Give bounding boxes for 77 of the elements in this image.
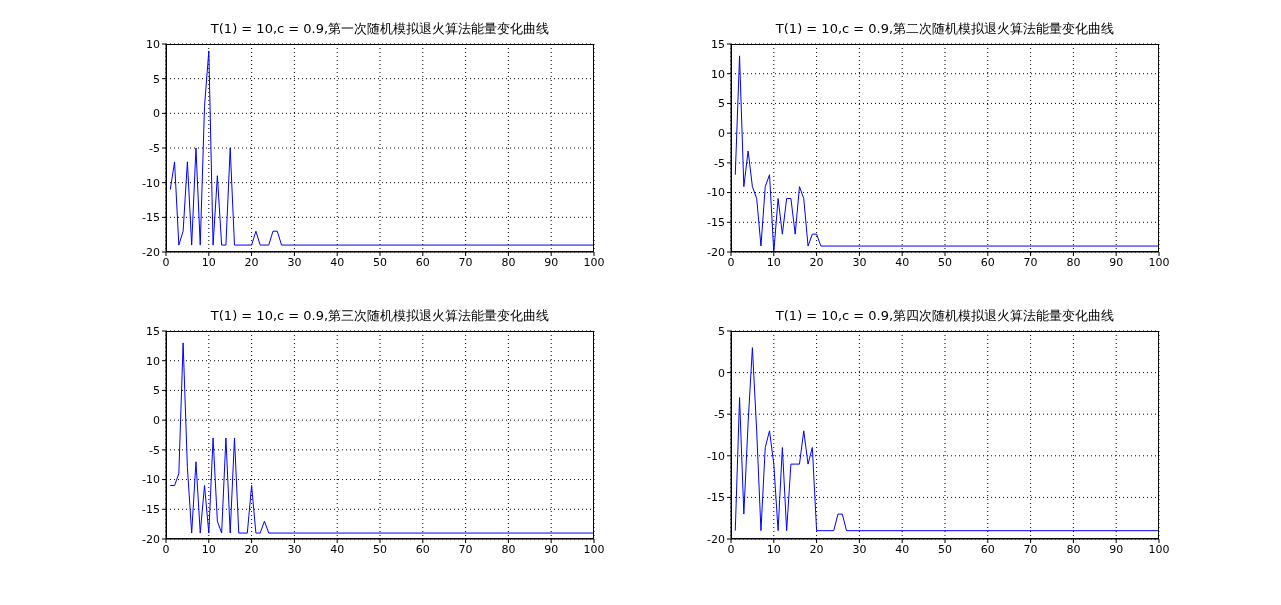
y-tick-label: 10 (711, 67, 725, 81)
y-tick-label: -20 (142, 532, 160, 546)
x-tick-label: 70 (1023, 542, 1038, 556)
x-tick-label: 90 (1109, 542, 1124, 556)
x-tick-label: 100 (1148, 542, 1170, 556)
x-tick-label: 0 (162, 255, 170, 269)
y-tick-label: -15 (142, 503, 160, 517)
y-tick-label: 5 (153, 72, 160, 86)
x-tick-label: 90 (544, 255, 559, 269)
x-tick-label: 100 (1148, 255, 1170, 269)
y-tick-label: 5 (153, 384, 160, 398)
y-tick-label: 0 (153, 107, 160, 121)
y-tick-label: -5 (149, 141, 160, 155)
y-tick-label: -10 (142, 473, 160, 487)
x-tick-label: 70 (458, 542, 473, 556)
y-tick-label: -20 (142, 245, 160, 259)
y-tick-label: -10 (707, 449, 725, 463)
y-tick-label: -15 (707, 491, 725, 505)
x-tick-label: 90 (544, 542, 559, 556)
y-tick-label: 10 (146, 354, 160, 368)
y-tick-label: -5 (149, 443, 160, 457)
x-tick-label: 70 (458, 255, 473, 269)
x-tick-label: 20 (244, 255, 259, 269)
x-tick-label: 100 (583, 255, 605, 269)
x-tick-label: 50 (938, 542, 952, 556)
y-tick-label: 10 (146, 37, 160, 51)
x-tick-label: 30 (852, 542, 867, 556)
y-tick-label: -20 (707, 245, 725, 259)
x-tick-label: 30 (287, 255, 302, 269)
y-tick-label: 0 (718, 127, 725, 141)
y-tick-label: -5 (714, 408, 725, 422)
y-tick-label: 15 (711, 37, 725, 51)
x-tick-label: 10 (766, 255, 781, 269)
x-tick-label: 20 (809, 542, 824, 556)
x-tick-label: 20 (809, 255, 824, 269)
x-tick-label: 50 (373, 542, 387, 556)
y-tick-label: 5 (718, 97, 725, 111)
x-tick-label: 80 (1066, 542, 1081, 556)
x-tick-label: 80 (1066, 255, 1081, 269)
y-tick-label: -15 (707, 216, 725, 230)
x-tick-label: 80 (501, 542, 516, 556)
x-tick-label: 20 (244, 542, 259, 556)
x-tick-label: 0 (162, 542, 170, 556)
x-tick-label: 50 (373, 255, 387, 269)
x-tick-label: 40 (895, 255, 910, 269)
x-tick-label: 10 (766, 542, 781, 556)
x-tick-label: 70 (1023, 255, 1038, 269)
x-tick-label: 90 (1109, 255, 1124, 269)
y-tick-label: -15 (142, 211, 160, 225)
x-tick-label: 60 (415, 255, 430, 269)
y-tick-label: 0 (718, 366, 725, 380)
x-tick-label: 0 (727, 542, 735, 556)
y-tick-label: -20 (707, 532, 725, 546)
y-tick-label: 5 (718, 324, 725, 338)
y-tick-label: -10 (142, 176, 160, 190)
x-tick-label: 40 (895, 542, 910, 556)
y-tick-label: -5 (714, 156, 725, 170)
x-tick-label: 100 (583, 542, 605, 556)
y-tick-label: -10 (707, 186, 725, 200)
x-tick-label: 60 (980, 542, 995, 556)
chart-title: T(1) = 10,c = 0.9,第一次随机模拟退火算法能量变化曲线 (209, 20, 551, 38)
x-tick-label: 10 (201, 542, 216, 556)
x-tick-label: 40 (330, 542, 345, 556)
x-tick-label: 30 (852, 255, 867, 269)
x-tick-label: 30 (287, 542, 302, 556)
x-tick-label: 10 (201, 255, 216, 269)
chart-title: T(1) = 10,c = 0.9,第二次随机模拟退火算法能量变化曲线 (774, 20, 1116, 38)
x-tick-label: 40 (330, 255, 345, 269)
x-tick-label: 50 (938, 255, 952, 269)
x-tick-label: 60 (415, 542, 430, 556)
chart-title: T(1) = 10,c = 0.9,第四次随机模拟退火算法能量变化曲线 (774, 307, 1116, 325)
chart-title: T(1) = 10,c = 0.9,第三次随机模拟退火算法能量变化曲线 (209, 307, 551, 325)
x-tick-label: 0 (727, 255, 735, 269)
y-tick-label: 0 (153, 414, 160, 428)
x-tick-label: 80 (501, 255, 516, 269)
y-tick-label: 15 (146, 324, 160, 338)
x-tick-label: 60 (980, 255, 995, 269)
